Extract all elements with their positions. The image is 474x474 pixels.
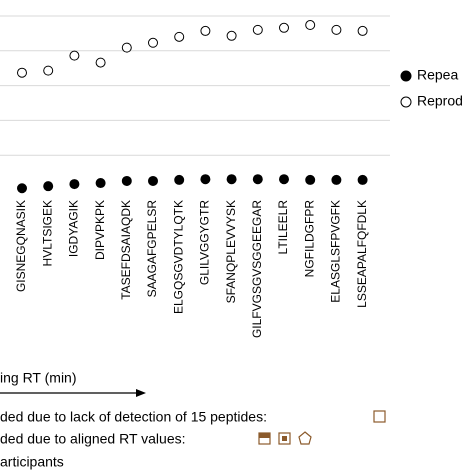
icon <box>282 436 287 441</box>
x-tick-label: NGFILDGFPR <box>302 200 316 278</box>
point <box>95 57 106 68</box>
point <box>121 175 132 186</box>
x-tick-label: IGDYAGIK <box>67 200 81 257</box>
note: articipants <box>0 454 64 470</box>
x-tick-label: ELGQSGVDTYLQTK <box>171 200 185 314</box>
x-tick-label: TASEFDSAIAQDK <box>119 200 133 300</box>
x-tick-label: ELASGLSFPVGFK <box>329 200 343 303</box>
point <box>331 24 342 35</box>
point <box>226 30 237 41</box>
note: ded due to aligned RT values: <box>0 431 186 447</box>
point <box>121 42 132 53</box>
icon <box>298 431 312 445</box>
point <box>174 31 185 42</box>
icon <box>259 433 270 438</box>
point <box>95 178 106 189</box>
point <box>252 174 263 185</box>
x-tick-label: GISNEGQNASIK <box>14 200 28 292</box>
x-tick-label: GLILVGGYGTR <box>198 200 212 285</box>
point <box>43 65 54 76</box>
x-tick-label: SFANQPLEVVYSK <box>224 200 238 303</box>
x-axis-label: ing RT (min) <box>0 370 77 386</box>
point <box>305 174 316 185</box>
point <box>252 24 263 35</box>
point <box>69 50 80 61</box>
legend-marker <box>400 96 412 108</box>
x-tick-label: LSSEAPALFQFDLK <box>355 200 369 308</box>
point <box>69 179 80 190</box>
point <box>331 174 342 185</box>
point <box>357 25 368 36</box>
point <box>279 174 289 185</box>
point <box>174 174 185 185</box>
x-tick-label: LTILEELR <box>276 200 290 255</box>
x-tick-label: DIPVPKPK <box>93 200 107 260</box>
point <box>305 20 316 31</box>
point <box>200 174 211 185</box>
x-tick-label: HVLTSIGEK <box>40 200 54 266</box>
point <box>148 37 158 48</box>
arrow-head <box>136 389 146 397</box>
legend-label: Repea <box>417 67 458 83</box>
x-tick-label: SAAGAFGPELSR <box>145 200 159 298</box>
point <box>279 22 289 33</box>
icon <box>278 432 291 445</box>
point <box>148 175 158 186</box>
icon <box>373 410 386 423</box>
x-tick-label: GILFVGSGVSGGEEGAR <box>250 200 264 338</box>
point <box>357 174 368 185</box>
legend-label: Reprod <box>417 93 463 109</box>
point <box>17 183 27 194</box>
note: ded due to lack of detection of 15 pepti… <box>0 409 267 425</box>
point <box>17 67 27 78</box>
point <box>200 25 211 36</box>
point <box>226 174 237 185</box>
point <box>43 181 54 192</box>
legend-marker <box>400 70 412 82</box>
